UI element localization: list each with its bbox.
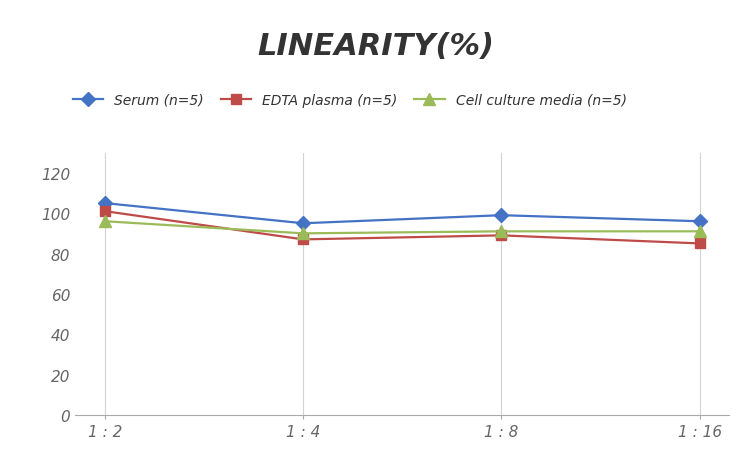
Serum (n=5) [497,213,506,218]
Serum (n=5) [695,219,704,225]
Serum (n=5) [101,201,110,207]
Serum (n=5) [299,221,308,226]
EDTA plasma (n=5) [497,233,506,239]
Line: Cell culture media (n=5): Cell culture media (n=5) [99,216,705,239]
Cell culture media (n=5) [695,229,704,235]
Line: EDTA plasma (n=5): EDTA plasma (n=5) [100,207,705,249]
Legend: Serum (n=5), EDTA plasma (n=5), Cell culture media (n=5): Serum (n=5), EDTA plasma (n=5), Cell cul… [67,88,632,113]
Text: LINEARITY(%): LINEARITY(%) [257,32,495,60]
EDTA plasma (n=5) [299,237,308,243]
Cell culture media (n=5) [299,231,308,236]
Line: Serum (n=5): Serum (n=5) [100,199,705,229]
EDTA plasma (n=5) [695,241,704,247]
Cell culture media (n=5) [101,219,110,225]
EDTA plasma (n=5) [101,209,110,214]
Cell culture media (n=5) [497,229,506,235]
